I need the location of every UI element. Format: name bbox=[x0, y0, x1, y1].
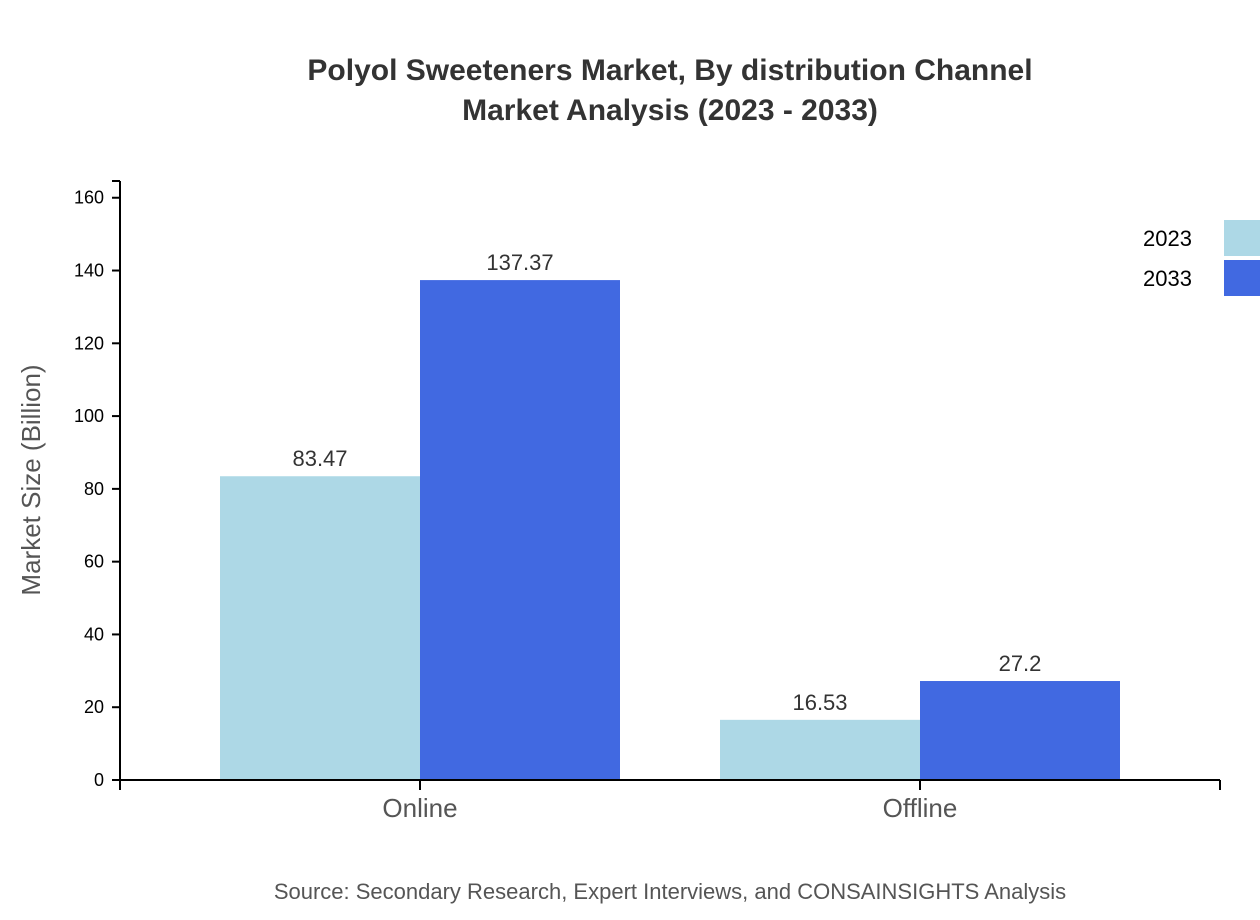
bar-online-2023 bbox=[220, 476, 420, 780]
data-label: 27.2 bbox=[999, 651, 1042, 676]
y-tick-label: 120 bbox=[74, 333, 104, 353]
y-tick-label: 160 bbox=[74, 188, 104, 208]
legend-label: 2023 bbox=[1143, 226, 1192, 251]
bar-offline-2023 bbox=[720, 719, 920, 780]
y-tick-label: 100 bbox=[74, 406, 104, 426]
legend-swatch-2033 bbox=[1224, 260, 1260, 296]
y-tick-label: 40 bbox=[84, 624, 104, 644]
data-label: 16.53 bbox=[792, 690, 847, 715]
x-axis: Online Offline bbox=[119, 779, 1221, 823]
legend-swatch-2023 bbox=[1224, 220, 1260, 256]
bar-offline-2033 bbox=[920, 681, 1120, 780]
legend-label: 2033 bbox=[1143, 266, 1192, 291]
data-label: 137.37 bbox=[486, 250, 553, 275]
x-tick-label: Offline bbox=[883, 793, 958, 823]
y-tick-label: 0 bbox=[94, 770, 104, 790]
y-tick-label: 80 bbox=[84, 479, 104, 499]
y-tick-label: 140 bbox=[74, 261, 104, 281]
data-label: 83.47 bbox=[292, 446, 347, 471]
y-axis: 0 20 40 60 80 100 120 140 160 bbox=[74, 180, 121, 790]
y-tick-label: 60 bbox=[84, 552, 104, 572]
chart-title-line-1: Polyol Sweeteners Market, By distributio… bbox=[307, 54, 1032, 87]
bar-online-2033 bbox=[420, 280, 620, 780]
x-tick-label: Online bbox=[382, 793, 457, 823]
y-axis-label: Market Size (Billion) bbox=[16, 364, 46, 595]
source-note: Source: Secondary Research, Expert Inter… bbox=[274, 879, 1066, 904]
legend: 2023 2033 bbox=[1143, 220, 1260, 296]
chart-title-line-2: Market Analysis (2023 - 2033) bbox=[462, 94, 878, 127]
y-tick-label: 20 bbox=[84, 697, 104, 717]
